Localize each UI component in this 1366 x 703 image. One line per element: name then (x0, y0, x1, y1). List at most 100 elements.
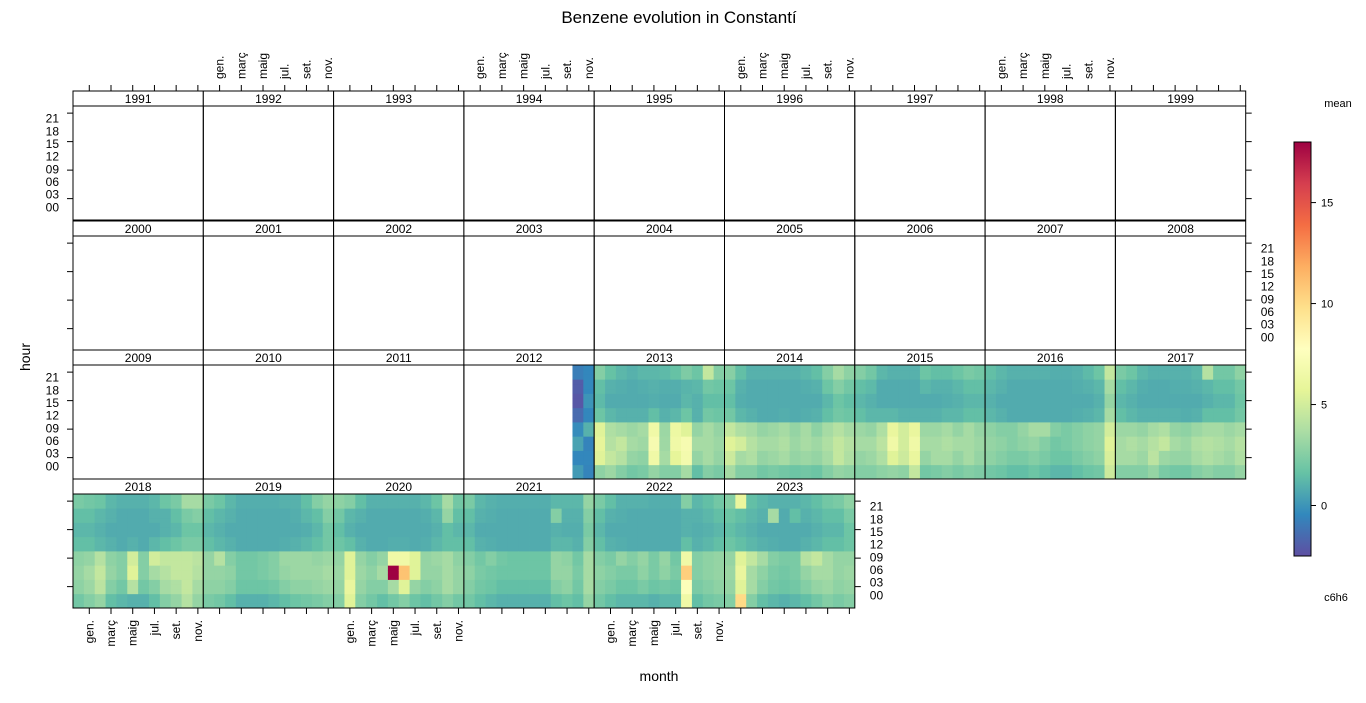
heat-cell (865, 422, 877, 428)
panel-2004: 2004 (593, 220, 726, 351)
heat-cell (1202, 422, 1214, 428)
heat-cell (1104, 474, 1116, 480)
heat-cell (843, 503, 856, 509)
heat-cell (648, 393, 660, 399)
heat-cell (659, 369, 671, 375)
heat-cell (681, 589, 693, 595)
heat-cell (355, 565, 367, 571)
heat-cell (995, 431, 1008, 437)
heat-cell (659, 412, 671, 418)
hour-tick-label: 18 (1261, 254, 1275, 268)
heat-cell (854, 407, 867, 413)
heat-cell (1169, 445, 1181, 451)
heat-cell (322, 522, 334, 528)
heat-cell (377, 579, 389, 585)
heat-cell (681, 598, 693, 604)
heat-cell (974, 369, 986, 375)
heat-cell (246, 513, 258, 519)
heat-cell (702, 412, 715, 418)
heat-cell (420, 532, 432, 538)
heat-cell (1180, 412, 1192, 418)
heat-cell (127, 541, 139, 547)
heat-cell (322, 513, 334, 519)
heat-cell (887, 379, 899, 385)
heat-cell (746, 584, 758, 590)
heat-cell (246, 517, 258, 523)
heat-cell (290, 536, 302, 542)
heat-cell (1061, 365, 1073, 371)
heat-cell (1147, 460, 1160, 466)
heat-cell (757, 441, 769, 447)
heat-cell (246, 574, 258, 580)
heat-cell (474, 513, 487, 519)
heat-cell (637, 517, 649, 523)
heat-cell (105, 560, 117, 566)
heat-cell (605, 417, 617, 423)
heat-cell (1082, 412, 1095, 418)
heat-cell (1006, 464, 1019, 470)
heat-cell (279, 570, 291, 576)
heat-cell (1104, 469, 1116, 475)
heat-cell (757, 426, 769, 432)
heat-cell (116, 527, 128, 533)
heat-cell (301, 603, 313, 609)
heat-cell (659, 426, 671, 432)
heat-cell (594, 522, 606, 528)
heat-cell (127, 522, 139, 528)
heat-cell (702, 541, 715, 547)
heat-cell (605, 574, 617, 580)
heat-cell (1050, 369, 1062, 375)
heat-cell (702, 551, 715, 557)
heat-cell (431, 498, 443, 504)
heat-cell (648, 369, 660, 375)
heat-cell (778, 422, 791, 428)
heat-cell (746, 426, 758, 432)
heat-cell (1126, 398, 1138, 404)
heat-cell (496, 589, 508, 595)
heat-cell (670, 570, 682, 576)
heat-cell (539, 541, 552, 547)
panel-frame (854, 105, 986, 221)
heat-cell (387, 527, 400, 533)
heat-cell (301, 536, 313, 542)
heat-cell (833, 574, 845, 580)
heat-cell (94, 546, 106, 552)
heat-cell (898, 398, 910, 404)
heat-cell (952, 417, 964, 423)
heat-cell (322, 532, 334, 538)
heat-cell (268, 565, 280, 571)
heat-cell (1223, 379, 1236, 385)
heat-cell (420, 584, 432, 590)
heat-cell (279, 574, 291, 580)
heat-cell (159, 527, 172, 533)
heat-cell (789, 560, 801, 566)
heat-cell (1234, 403, 1247, 409)
heat-cell (1115, 369, 1127, 375)
heat-cell (290, 589, 302, 595)
heat-cell (626, 474, 639, 480)
heat-cell (453, 541, 465, 547)
heat-cell (453, 517, 465, 523)
heat-cell (442, 536, 454, 542)
heat-cell (615, 498, 628, 504)
heat-cell (702, 517, 715, 523)
heat-cell (366, 579, 378, 585)
heat-cell (605, 460, 617, 466)
heat-cell (518, 570, 530, 576)
heat-cell (898, 388, 910, 394)
heat-cell (116, 560, 128, 566)
heat-cell (225, 589, 237, 595)
heat-cell (333, 536, 345, 542)
heat-cell (539, 532, 552, 538)
heat-cell (1082, 407, 1095, 413)
heat-cell (550, 579, 563, 585)
heat-cell (822, 374, 834, 380)
heat-cell (583, 494, 595, 500)
heat-cell (550, 513, 563, 519)
heat-cell (1234, 474, 1247, 480)
heat-cell (800, 555, 812, 561)
heat-cell (572, 565, 584, 571)
heat-cell (127, 584, 139, 590)
heat-cell (518, 579, 530, 585)
heat-cell (930, 374, 943, 380)
